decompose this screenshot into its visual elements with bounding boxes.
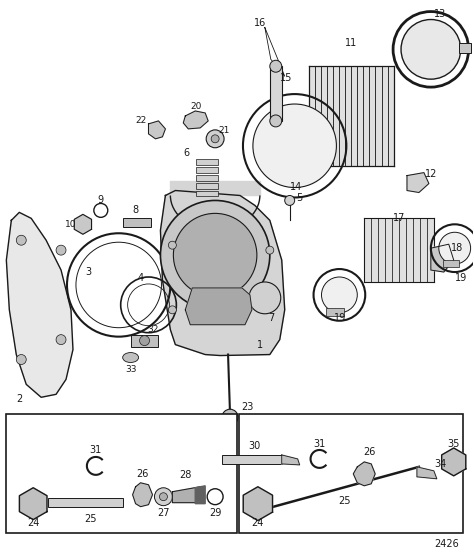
Circle shape	[222, 409, 238, 425]
Polygon shape	[431, 244, 454, 272]
Text: 1: 1	[257, 340, 263, 350]
Circle shape	[439, 232, 471, 264]
Bar	[309, 66, 393, 166]
Text: 8: 8	[133, 206, 139, 216]
Text: 20: 20	[191, 101, 202, 110]
Circle shape	[321, 277, 357, 313]
Circle shape	[155, 488, 173, 506]
Text: 26: 26	[363, 447, 375, 457]
Circle shape	[56, 245, 66, 255]
Text: 4: 4	[137, 273, 144, 283]
Text: 34: 34	[435, 459, 447, 469]
Text: 19: 19	[334, 313, 346, 323]
Text: 22: 22	[135, 116, 146, 125]
Circle shape	[249, 282, 281, 314]
Text: 3: 3	[86, 267, 92, 277]
Text: 19: 19	[455, 273, 467, 283]
Bar	[48, 497, 123, 507]
Polygon shape	[282, 455, 300, 465]
Text: 30: 30	[249, 441, 261, 451]
Polygon shape	[6, 212, 73, 397]
Circle shape	[16, 235, 26, 245]
Polygon shape	[353, 462, 375, 486]
Circle shape	[266, 246, 274, 254]
Bar	[270, 66, 282, 121]
Bar	[443, 260, 459, 267]
Circle shape	[16, 355, 26, 365]
Text: 35: 35	[447, 439, 460, 449]
Text: 7: 7	[269, 313, 275, 323]
Polygon shape	[407, 173, 429, 192]
Bar	[222, 455, 282, 464]
Bar	[196, 175, 218, 181]
Circle shape	[173, 213, 257, 297]
Text: 21: 21	[219, 126, 230, 135]
Circle shape	[401, 19, 461, 79]
Text: 2: 2	[16, 394, 22, 404]
Text: 24: 24	[252, 517, 264, 527]
Circle shape	[56, 335, 66, 345]
Circle shape	[168, 241, 176, 249]
Text: 18: 18	[451, 243, 463, 253]
Ellipse shape	[123, 352, 138, 362]
Text: 23: 23	[242, 402, 254, 412]
Text: 26: 26	[137, 469, 149, 479]
Text: 13: 13	[434, 8, 446, 18]
Circle shape	[139, 336, 149, 346]
Text: 5: 5	[297, 193, 303, 203]
Circle shape	[206, 130, 224, 148]
Polygon shape	[195, 486, 205, 504]
Polygon shape	[183, 111, 208, 129]
Circle shape	[168, 306, 176, 314]
Text: 31: 31	[313, 439, 326, 449]
Polygon shape	[243, 487, 273, 521]
Bar	[196, 167, 218, 173]
Text: 14: 14	[290, 182, 302, 192]
Circle shape	[161, 201, 270, 310]
Text: 25: 25	[338, 496, 351, 506]
Text: 17: 17	[393, 213, 405, 223]
Bar	[196, 158, 218, 165]
Polygon shape	[185, 288, 252, 325]
Text: 11: 11	[345, 38, 357, 48]
Text: 33: 33	[125, 365, 137, 374]
Circle shape	[270, 115, 282, 127]
Polygon shape	[442, 448, 466, 476]
Polygon shape	[173, 487, 202, 502]
Bar	[196, 191, 218, 197]
Text: 10: 10	[65, 220, 77, 229]
Text: 32: 32	[147, 325, 158, 334]
Text: 25: 25	[85, 514, 97, 524]
Polygon shape	[417, 467, 437, 479]
Text: 16: 16	[254, 18, 266, 28]
Polygon shape	[19, 488, 47, 520]
Text: 31: 31	[90, 445, 102, 455]
Bar	[364, 218, 434, 283]
Bar	[327, 308, 345, 316]
Circle shape	[159, 493, 167, 501]
Bar	[239, 414, 463, 534]
Polygon shape	[133, 483, 153, 507]
Bar	[131, 335, 158, 347]
Circle shape	[211, 135, 219, 143]
Circle shape	[253, 104, 337, 187]
Text: 9: 9	[98, 196, 104, 206]
Bar	[123, 218, 151, 227]
Text: 6: 6	[183, 148, 189, 158]
Text: 28: 28	[179, 470, 191, 480]
Polygon shape	[148, 121, 165, 139]
Text: 29: 29	[209, 507, 221, 517]
Circle shape	[270, 60, 282, 72]
Text: 24: 24	[27, 517, 39, 527]
Text: 27: 27	[157, 507, 170, 517]
Text: 2426: 2426	[434, 540, 459, 550]
Bar	[6, 414, 237, 534]
Text: 12: 12	[425, 168, 437, 178]
Bar	[459, 43, 471, 53]
Bar	[196, 183, 218, 188]
Polygon shape	[161, 191, 285, 356]
Text: 15: 15	[280, 73, 292, 83]
Polygon shape	[74, 214, 91, 234]
Circle shape	[285, 196, 295, 206]
